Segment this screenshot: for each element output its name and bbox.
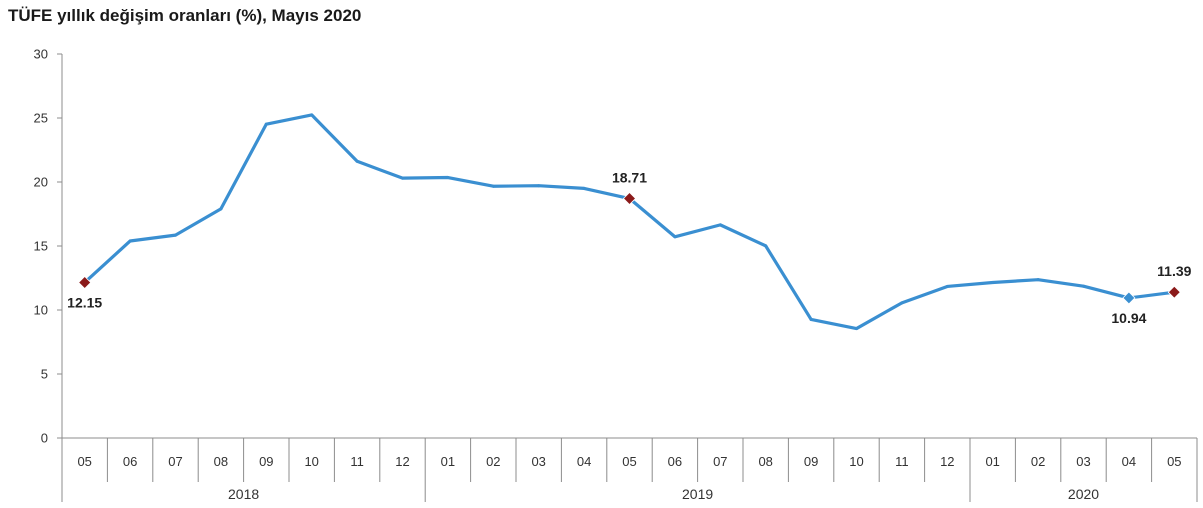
data-point xyxy=(991,280,995,284)
x-tick-label: 08 xyxy=(214,454,228,469)
highlight-marker xyxy=(1167,285,1181,299)
data-point xyxy=(310,113,314,117)
data-point xyxy=(219,207,223,211)
y-tick-label: 5 xyxy=(41,367,48,382)
data-point xyxy=(1036,278,1040,282)
data-point xyxy=(1082,284,1085,288)
x-axis-years: 2018 2019 2020 xyxy=(61,482,1198,502)
y-tick-label: 10 xyxy=(34,303,48,318)
data-point xyxy=(764,244,768,248)
x-tick-label: 05 xyxy=(77,454,91,469)
x-tick-label: 11 xyxy=(350,454,364,469)
y-tick-label: 20 xyxy=(34,175,48,190)
highlight-marker xyxy=(78,275,92,290)
data-point xyxy=(582,186,586,190)
data-point xyxy=(673,235,677,239)
data-point xyxy=(446,176,450,180)
y-tick-label: 0 xyxy=(41,431,48,446)
data-point xyxy=(174,233,177,237)
x-tick-label: 02 xyxy=(1031,454,1045,469)
year-label: 2018 xyxy=(228,486,259,502)
x-tick-label: 10 xyxy=(304,454,318,469)
data-point xyxy=(945,284,949,288)
data-labels: 12.15 18.71 10.94 11.39 xyxy=(67,170,1191,326)
data-point xyxy=(128,239,132,243)
y-axis-ticks: 0 5 10 15 20 25 30 xyxy=(34,47,62,446)
plot-area xyxy=(83,113,1176,331)
data-point xyxy=(855,327,858,331)
x-tick-label: 07 xyxy=(168,454,182,469)
x-tick-label: 06 xyxy=(668,454,682,469)
y-tick-label: 25 xyxy=(34,111,48,126)
x-tick-label: 10 xyxy=(849,454,863,469)
x-tick-label: 07 xyxy=(713,454,727,469)
highlight-marker xyxy=(1122,291,1136,305)
x-tick-label: 11 xyxy=(895,454,909,469)
x-tick-label: 08 xyxy=(758,454,772,469)
x-tick-label: 01 xyxy=(985,454,999,469)
data-label: 12.15 xyxy=(67,294,102,310)
data-point xyxy=(491,184,495,188)
data-point xyxy=(900,301,904,305)
data-point xyxy=(355,159,359,163)
x-tick-label: 12 xyxy=(395,454,409,469)
series-line xyxy=(83,113,1176,331)
x-tick-label: 06 xyxy=(123,454,137,469)
x-tick-label: 03 xyxy=(1076,454,1090,469)
x-tick-label: 02 xyxy=(486,454,500,469)
data-label: 18.71 xyxy=(612,170,647,186)
data-point xyxy=(537,184,541,188)
y-tick-label: 15 xyxy=(34,239,48,254)
x-tick-label: 04 xyxy=(577,454,591,469)
x-axis-categories: 05 06 07 08 09 10 11 12 01 02 03 04 05 06 07 08 09 10 11 12… xyxy=(61,438,1198,482)
x-tick-label: 03 xyxy=(531,454,545,469)
year-label: 2020 xyxy=(1068,486,1099,502)
x-tick-label: 12 xyxy=(940,454,954,469)
x-tick-label: 05 xyxy=(622,454,636,469)
x-tick-label: 09 xyxy=(804,454,818,469)
highlight-marker xyxy=(622,191,637,206)
chart-axes xyxy=(61,54,1197,439)
data-label: 11.39 xyxy=(1157,263,1191,279)
data-point xyxy=(809,317,813,321)
y-tick-label: 30 xyxy=(34,47,48,62)
data-point xyxy=(264,122,268,126)
x-tick-label: 05 xyxy=(1167,454,1181,469)
x-tick-label: 09 xyxy=(259,454,273,469)
x-tick-label: 04 xyxy=(1122,454,1136,469)
data-point xyxy=(718,223,722,227)
chart-title: TÜFE yıllık değişim oranları (%), Mayıs … xyxy=(8,6,362,25)
x-tick-label: 01 xyxy=(441,454,455,469)
data-point xyxy=(401,176,404,180)
data-label: 10.94 xyxy=(1111,310,1146,326)
year-label: 2019 xyxy=(682,486,713,502)
